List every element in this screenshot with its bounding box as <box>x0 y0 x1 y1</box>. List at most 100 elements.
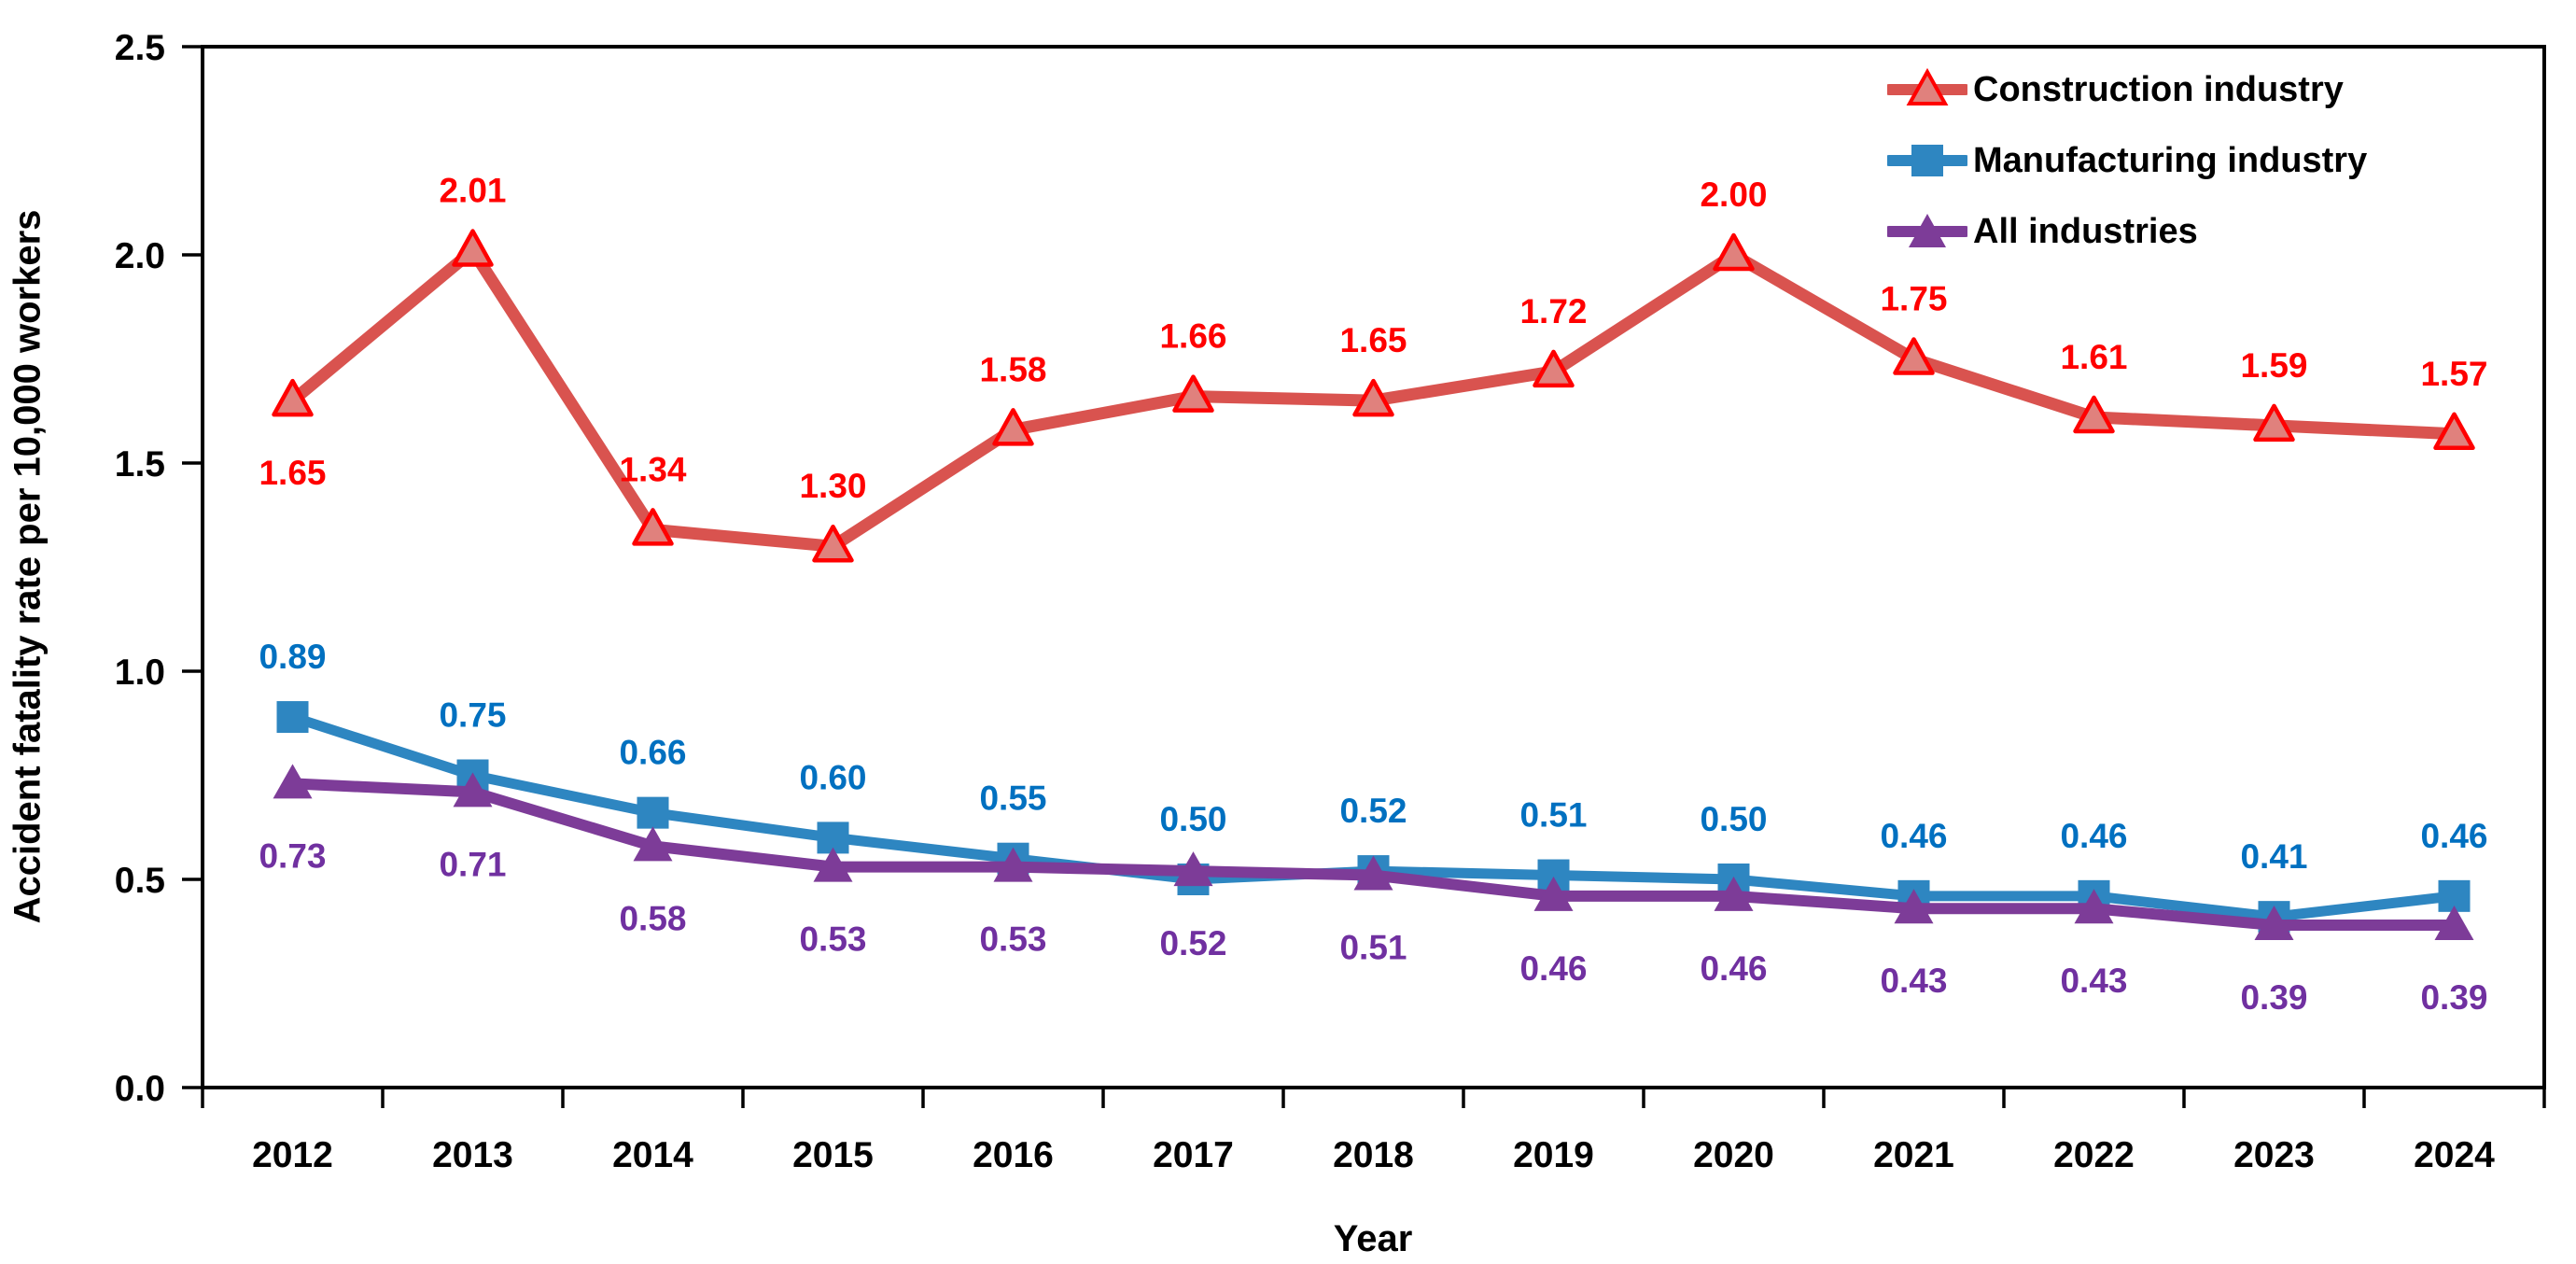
data-point-marker <box>813 847 853 882</box>
data-label: 0.39 <box>2420 978 2487 1017</box>
x-axis-tick-label: 2015 <box>792 1135 874 1175</box>
x-axis-tick-label: 2017 <box>1153 1135 1234 1175</box>
y-axis-tick-label: 1.0 <box>115 653 165 693</box>
data-point-marker <box>633 826 673 862</box>
x-axis-tick-label: 2013 <box>432 1135 513 1175</box>
data-point-marker <box>1173 851 1213 887</box>
legend-label: All industries <box>1973 211 2198 251</box>
data-label: 0.53 <box>979 920 1046 959</box>
data-point-marker <box>2254 906 2294 941</box>
data-label: 0.55 <box>979 779 1046 818</box>
data-point-marker <box>2433 412 2475 451</box>
legend-label: Construction industry <box>1973 69 2344 109</box>
x-axis-tick-label: 2018 <box>1333 1135 1414 1175</box>
data-label: 0.43 <box>1880 962 1947 1000</box>
data-label: 1.66 <box>1159 317 1226 356</box>
data-label: 0.52 <box>1339 792 1407 830</box>
data-label: 0.51 <box>1519 796 1587 835</box>
legend-label: Manufacturing industry <box>1973 140 2368 180</box>
data-point-marker <box>272 378 314 417</box>
x-axis-tick-label: 2021 <box>1873 1135 1954 1175</box>
data-label: 0.89 <box>259 638 326 676</box>
legend-item-construction: Construction industry <box>1887 54 2367 125</box>
data-point-marker <box>2074 889 2114 924</box>
data-label: 0.66 <box>619 734 686 772</box>
data-point-marker <box>1533 349 1575 388</box>
legend-item-manufacturing: Manufacturing industry <box>1887 125 2367 196</box>
data-label: 0.53 <box>799 920 866 959</box>
y-axis-title: Accident fatality rate per 10,000 worker… <box>7 209 49 924</box>
x-axis-tick-label: 2019 <box>1513 1135 1594 1175</box>
data-label: 1.34 <box>619 450 686 488</box>
data-label: 0.39 <box>2240 978 2307 1017</box>
legend-item-all-industries: All industries <box>1887 196 2367 267</box>
data-label: 1.59 <box>2240 346 2307 385</box>
x-axis-title: Year <box>1333 1218 1413 1259</box>
data-label: 2.00 <box>1700 176 1767 214</box>
x-axis-tick-label: 2023 <box>2233 1135 2315 1175</box>
data-point-marker <box>276 701 309 734</box>
data-label: 0.52 <box>1159 924 1226 962</box>
data-label: 0.71 <box>439 845 506 883</box>
construction-line-triangle-icon <box>1887 68 1967 105</box>
data-point-marker <box>1172 374 1214 413</box>
data-label: 1.75 <box>1880 280 1947 318</box>
data-label: 0.58 <box>619 899 686 937</box>
data-point-marker <box>1533 876 1574 911</box>
data-label: 0.60 <box>799 758 866 796</box>
data-point-marker <box>1894 889 1934 924</box>
x-axis-tick-label: 2022 <box>2053 1135 2135 1175</box>
data-point-marker <box>632 508 674 546</box>
data-point-marker <box>812 524 854 563</box>
legend: Construction industry Manufacturing indu… <box>1887 54 2367 267</box>
data-point-marker <box>2253 403 2295 442</box>
data-point-marker <box>1352 378 1394 417</box>
data-label: 0.46 <box>2060 817 2127 855</box>
data-label: 1.61 <box>2060 338 2127 376</box>
data-point-marker <box>2073 395 2115 434</box>
y-axis-tick-label: 1.5 <box>115 444 165 485</box>
plot-border <box>201 45 2546 1089</box>
data-point-marker <box>1713 232 1755 272</box>
data-label: 0.50 <box>1159 800 1226 838</box>
data-label: 0.50 <box>1700 800 1767 838</box>
data-point-marker <box>452 229 494 267</box>
data-point-marker <box>1893 337 1935 375</box>
data-label: 0.46 <box>1519 949 1587 988</box>
x-axis-tick-label: 2016 <box>973 1135 1054 1175</box>
data-label: 0.46 <box>1700 949 1767 988</box>
y-axis-tick-label: 2.0 <box>115 236 165 276</box>
manufacturing-line-square-icon <box>1887 145 1967 176</box>
y-axis-tick-label: 0.5 <box>115 861 165 901</box>
data-label: 0.51 <box>1339 929 1407 967</box>
data-label: 0.75 <box>439 696 506 735</box>
x-axis-tick-label: 2014 <box>612 1135 693 1175</box>
x-axis-tick-label: 2024 <box>2414 1135 2495 1175</box>
data-point-marker <box>273 764 313 799</box>
data-label: 1.30 <box>799 467 866 505</box>
data-point-marker <box>1353 855 1393 891</box>
data-point-marker <box>993 847 1033 882</box>
data-point-marker <box>637 796 669 829</box>
data-point-marker <box>2434 906 2474 941</box>
data-point-marker <box>992 408 1034 446</box>
data-label: 0.46 <box>2420 817 2487 855</box>
data-label: 0.43 <box>2060 962 2127 1000</box>
x-axis-tick-label: 2020 <box>1693 1135 1774 1175</box>
data-label: 0.73 <box>259 836 326 875</box>
data-point-marker <box>1714 876 1754 911</box>
data-point-marker <box>453 772 493 808</box>
data-label: 1.57 <box>2420 355 2487 393</box>
all-industries-line-triangle-icon <box>1887 214 1967 247</box>
y-axis-tick-label: 2.5 <box>115 28 165 68</box>
data-label: 0.46 <box>1880 817 1947 855</box>
x-axis-tick-label: 2012 <box>252 1135 333 1175</box>
data-label: 1.58 <box>979 350 1046 388</box>
data-label: 0.41 <box>2240 837 2307 876</box>
data-label: 2.01 <box>439 172 506 210</box>
data-label: 1.65 <box>1339 321 1407 359</box>
data-label: 1.65 <box>259 454 326 492</box>
data-label: 1.72 <box>1519 292 1587 330</box>
